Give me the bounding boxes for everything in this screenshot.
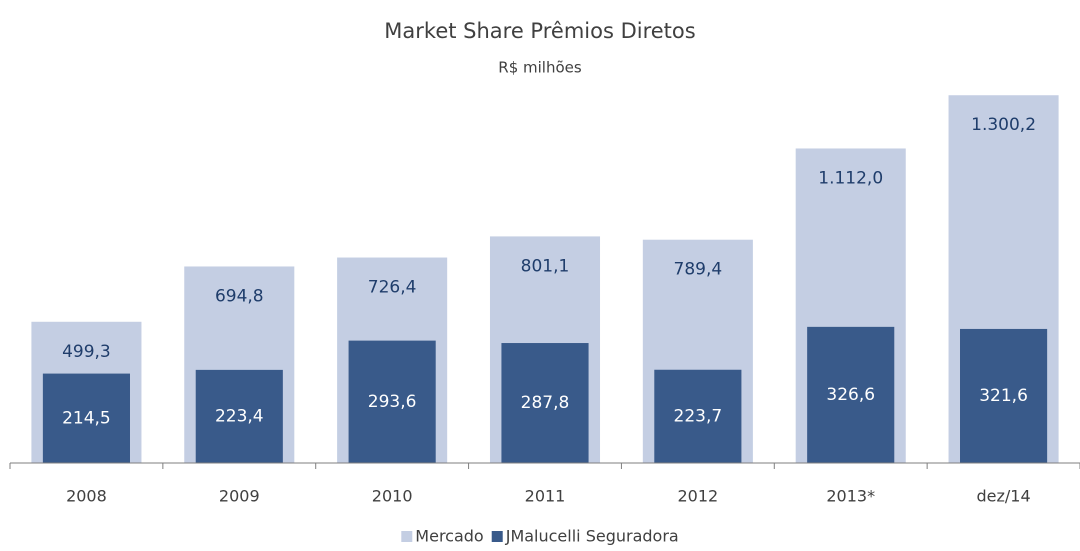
x-tick-label: 2011	[525, 487, 566, 506]
chart-subtitle: R$ milhões	[498, 59, 582, 77]
data-label: 223,4	[215, 406, 264, 426]
data-label: 214,5	[62, 408, 111, 428]
x-tick-label: 2013*	[826, 487, 875, 506]
bar	[501, 343, 589, 463]
legend-label: JMalucelli Seguradora	[505, 527, 679, 546]
bar	[42, 373, 130, 463]
data-label: 321,6	[979, 386, 1028, 406]
legend-swatch	[491, 531, 503, 542]
data-label: 694,8	[215, 286, 264, 306]
data-label: 499,3	[62, 342, 111, 362]
data-label: 326,6	[826, 385, 875, 405]
bar	[654, 369, 742, 463]
bar	[807, 326, 895, 463]
data-label: 801,1	[521, 256, 570, 276]
data-label: 293,6	[368, 392, 417, 412]
bar	[195, 369, 283, 463]
x-tick-label: 2008	[66, 487, 107, 506]
data-label: 1.112,0	[818, 168, 883, 188]
legend-label: Mercado	[415, 527, 483, 546]
x-tick-label: 2010	[372, 487, 413, 506]
data-label: 726,4	[368, 278, 417, 298]
legend-item: Mercado	[401, 527, 484, 546]
data-label: 1.300,2	[971, 115, 1036, 135]
legend-swatch	[401, 531, 413, 542]
data-label: 287,8	[521, 393, 570, 413]
data-label: 223,7	[674, 406, 723, 426]
bar	[960, 328, 1048, 463]
bar	[348, 340, 436, 463]
legend-item: JMalucelli Seguradora	[491, 527, 679, 546]
data-label: 789,4	[674, 260, 723, 280]
x-tick-label: dez/14	[976, 487, 1030, 506]
x-tick-label: 2009	[219, 487, 260, 506]
x-tick-label: 2012	[677, 487, 718, 506]
chart-title: Market Share Prêmios Diretos	[384, 19, 695, 43]
